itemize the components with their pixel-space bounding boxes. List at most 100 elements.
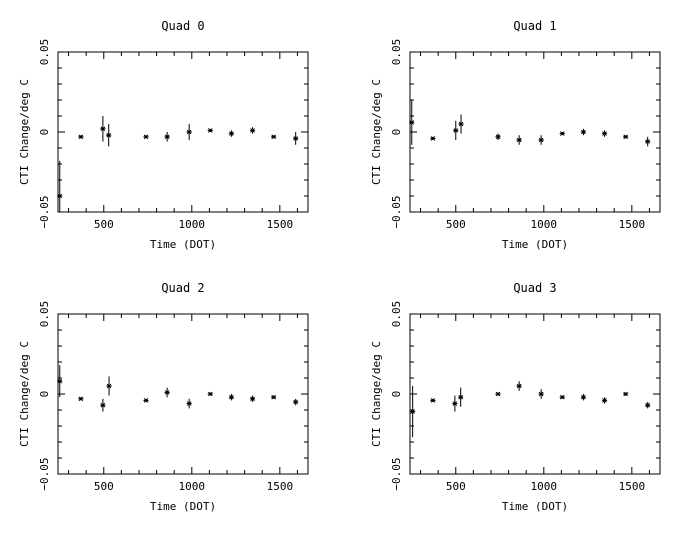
data-point [106,124,112,147]
chart-panel-quad-0: Quad 0 500 1000 1500 −0.05 0 0.05 Time (DOT) CTI… [18,19,309,251]
y-tick-label: 0 [38,391,51,398]
point-marker-d2 [430,398,436,403]
data-point [207,391,213,397]
point-marker-d2 [106,132,112,138]
data-point [186,398,192,409]
chart-panel-quad-1: Quad 1 500 1000 1500 −0.05 0 0.05 Time (DOT) CTI… [370,19,661,251]
data-point [249,395,256,402]
point-marker-d2 [458,394,464,400]
data-point [516,135,522,145]
point-marker-d2 [645,139,650,144]
point-marker-d2 [495,391,501,397]
x-tick-label: 1500 [267,480,294,493]
data-point [580,128,587,136]
y-tick-label: −0.05 [390,457,403,490]
point-marker-d2 [645,402,650,408]
point-marker-d2 [559,394,565,400]
point-marker-d2 [458,121,464,127]
y-tick-label: 0.05 [390,39,403,66]
point-marker-d2 [271,394,276,400]
point-marker-d2 [250,396,255,402]
point-marker-d2 [143,398,149,403]
point-marker-d2 [602,398,607,403]
data-point [623,391,629,397]
point-marker-d2 [229,131,234,136]
x-tick-label: 500 [94,480,114,493]
y-axis-label: CTI Change/deg C [18,341,31,447]
data-point [458,387,464,407]
x-tick-label: 1000 [179,218,206,231]
point-marker-d2 [559,131,565,136]
point-marker-d2 [453,128,459,133]
plot-frame [409,313,661,475]
plot-frame [57,51,309,213]
data-point [495,133,501,140]
point-marker-d2 [410,409,415,414]
x-axis-label: Time (DOT) [150,500,216,513]
data-point [601,130,608,137]
plot-frame [57,313,309,475]
data-point [78,134,84,140]
point-marker-d2 [271,134,276,140]
point-marker-d2 [409,120,415,125]
y-axis-label: CTI Change/deg C [370,79,383,185]
data-point [207,128,213,133]
point-marker-d2 [623,134,628,140]
chart-panel-quad-3: Quad 3 500 1000 1500 −0.05 0 0.05 Time (DOT) CTI… [370,281,661,513]
x-axis-label: Time (DOT) [150,238,216,251]
y-tick-label: −0.05 [38,195,51,228]
point-marker-d2 [78,396,84,402]
x-axis-label: Time (DOT) [502,238,568,251]
data-point [458,114,464,134]
data-point [164,132,170,142]
point-marker-d2 [581,129,586,135]
data-point [559,394,565,400]
data-point [228,130,235,137]
data-point [538,389,544,399]
data-point [516,381,522,391]
x-axis-label: Time (DOT) [502,500,568,513]
data-point [430,136,436,141]
y-tick-label: 0 [390,129,403,136]
x-tick-label: 1500 [619,218,646,231]
chart-title: Quad 0 [161,19,204,33]
point-marker-d2 [293,399,298,405]
point-marker-d2 [516,383,522,389]
data-point [228,394,235,401]
point-marker-d2 [538,391,544,397]
y-tick-label: 0.05 [38,301,51,328]
x-tick-label: 500 [94,218,114,231]
data-point [143,134,149,140]
point-marker-d2 [430,136,436,141]
y-tick-label: 0.05 [38,39,51,66]
chart-title: Quad 3 [513,281,556,295]
point-marker-d2 [623,391,628,397]
point-marker-d2 [495,134,501,140]
data-point [453,120,459,140]
point-marker-d2 [452,401,458,406]
point-marker-d2 [57,378,63,384]
data-point [430,398,436,403]
data-point [271,394,277,400]
data-point [623,134,629,140]
data-point [249,127,256,134]
x-tick-label: 500 [446,480,466,493]
data-point [106,376,112,396]
data-point [538,135,544,145]
data-point [100,398,106,412]
point-marker-d2 [57,193,63,199]
x-tick-label: 1000 [531,480,558,493]
data-point [409,100,415,145]
point-marker-d2 [78,134,84,140]
data-point [452,395,458,412]
point-marker-d2 [100,402,106,408]
point-marker-d2 [602,131,607,136]
y-tick-label: 0 [38,129,51,136]
point-marker-d2 [100,126,106,132]
chart-title: Quad 1 [513,19,556,33]
y-tick-label: −0.05 [390,195,403,228]
point-marker-d2 [229,394,234,400]
data-point [580,394,587,401]
x-tick-label: 1000 [179,480,206,493]
